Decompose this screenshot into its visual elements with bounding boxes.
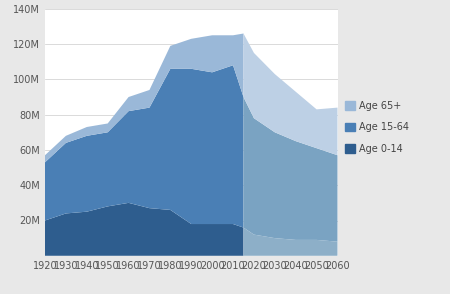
- Legend: Age 65+, Age 15-64, Age 0-14: Age 65+, Age 15-64, Age 0-14: [345, 101, 409, 154]
